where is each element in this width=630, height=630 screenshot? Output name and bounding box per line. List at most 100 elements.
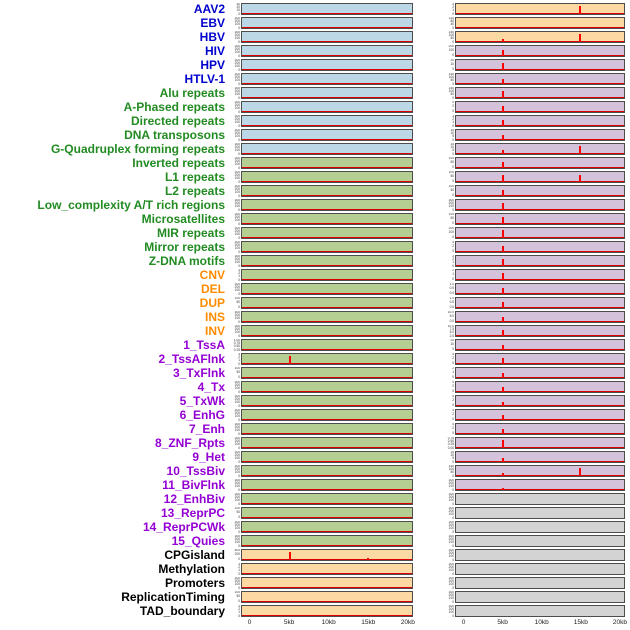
left-y-axis: 400 200 0 <box>228 549 241 561</box>
y-tick-label: 4 <box>452 381 454 384</box>
y-tick-label: 300 <box>448 549 454 552</box>
left-track-panel <box>241 101 413 113</box>
y-tick-label: 10 <box>450 62 454 67</box>
left-track-panel <box>241 507 413 519</box>
y-tick-label: 100 <box>234 386 240 391</box>
y-tick-label: 200 <box>234 257 240 262</box>
left-track-panel <box>241 451 413 463</box>
y-tick-label: 3 <box>452 115 454 118</box>
baseline-trace <box>242 209 412 210</box>
right-y-axis: 20 10 0 <box>442 339 455 351</box>
baseline-trace <box>456 125 624 126</box>
track-row: 8_ZNF_Rpts 300 200 100 0 0.75 0.50 0.25 0.00 <box>0 436 630 450</box>
column-gap <box>413 331 442 332</box>
baseline-trace <box>456 27 624 28</box>
track-label: DEL <box>201 282 225 296</box>
y-tick-label: 100 <box>234 470 240 475</box>
y-tick-label: 300 <box>234 73 240 76</box>
y-tick-label: 300 <box>234 143 240 146</box>
y-tick-label: 300 <box>234 129 240 132</box>
y-tick-label: 0 <box>452 276 454 281</box>
baseline-trace <box>456 419 624 420</box>
left-track-panel <box>241 549 413 561</box>
y-tick-label: 100 <box>234 456 240 461</box>
y-tick-label: 0 <box>238 374 240 379</box>
left-y-axis: 300 200 100 0 <box>228 283 241 295</box>
right-track-panel <box>455 507 625 519</box>
y-tick-label: 300 <box>234 311 240 314</box>
right-y-axis: 0.75 0.50 0.25 0.00 <box>442 437 455 449</box>
track-label: 2_TssAFlnk <box>158 352 225 366</box>
baseline-trace <box>456 349 624 350</box>
y-tick-label: 0.75 <box>447 437 454 440</box>
y-tick-label: 4 <box>452 395 454 398</box>
peak-marker <box>502 288 505 294</box>
y-tick-label: 5 <box>452 148 454 153</box>
peak-marker <box>502 78 505 84</box>
track-row: 15_Quies 300 200 100 0 300 200 100 0 <box>0 534 630 548</box>
y-tick-label: 0 <box>452 487 454 491</box>
right-track-panel <box>455 339 625 351</box>
y-tick-label: 100 <box>234 64 240 69</box>
y-tick-label: 300 <box>448 563 454 566</box>
y-tick-label: 0 <box>452 599 454 603</box>
track-label: 8_ZNF_Rpts <box>154 436 225 450</box>
left-y-axis: 100 50 0 <box>228 507 241 519</box>
left-track-panel <box>241 171 413 183</box>
right-track-panel <box>455 591 625 603</box>
right-track-panel <box>455 17 625 29</box>
y-tick-label: 300 <box>448 507 454 510</box>
peak-marker <box>502 373 505 378</box>
y-tick-label: 50 <box>450 188 454 193</box>
right-track-panel <box>455 255 625 267</box>
left-y-axis: 300 200 100 0 <box>228 59 241 71</box>
y-tick-label: 100 <box>234 507 240 510</box>
y-tick-label: 0 <box>238 81 240 85</box>
y-tick-label: 200 <box>448 593 454 598</box>
y-tick-label: 3 <box>238 269 240 272</box>
y-tick-label: 0 <box>452 123 454 127</box>
left-track-panel <box>241 199 413 211</box>
peak-marker <box>502 63 505 70</box>
peak-marker <box>579 468 582 476</box>
track-row: 10_TssBiv 300 200 100 0 150 100 50 0 <box>0 464 630 478</box>
y-tick-label: 100 <box>234 120 240 125</box>
column-gap <box>413 163 442 164</box>
track-row: HPV 300 200 100 0 20 10 0 <box>0 58 630 72</box>
peak-marker <box>502 106 505 112</box>
y-tick-label: 300 <box>234 535 240 538</box>
baseline-trace <box>456 377 624 378</box>
track-label: Alu repeats <box>159 86 225 100</box>
y-tick-label: 50 <box>450 92 454 97</box>
y-tick-label: 0 <box>238 95 240 99</box>
track-label: HPV <box>200 58 225 72</box>
track-label: 1_TssA <box>183 338 225 352</box>
column-gap <box>413 457 442 458</box>
left-y-axis: 300 200 100 0 <box>228 451 241 463</box>
right-y-axis: 10.0 5.0 0.0 <box>442 311 455 323</box>
baseline-trace <box>242 139 412 140</box>
track-label: 14_ReprPCWk <box>142 520 225 534</box>
column-gap <box>413 597 442 598</box>
y-tick-label: 0 <box>238 556 240 561</box>
right-track-panel <box>455 297 625 309</box>
y-tick-label: 1.00 <box>233 339 240 342</box>
y-tick-label: 200 <box>234 89 240 94</box>
left-y-axis: 300 200 100 0 <box>228 437 241 449</box>
right-track-panel <box>455 395 625 407</box>
baseline-trace <box>242 461 412 462</box>
baseline-trace <box>456 363 624 364</box>
y-tick-label: 7.5 <box>449 327 454 332</box>
y-tick-label: 300 <box>234 241 240 244</box>
track-label: G-Quadruplex forming repeats <box>50 142 225 156</box>
left-track-panel <box>241 493 413 505</box>
peak-marker <box>502 429 505 434</box>
y-tick-label: 100 <box>234 36 240 41</box>
left-track-panel <box>241 297 413 309</box>
y-tick-label: 3 <box>238 563 240 566</box>
y-tick-label: 100 <box>234 330 240 335</box>
